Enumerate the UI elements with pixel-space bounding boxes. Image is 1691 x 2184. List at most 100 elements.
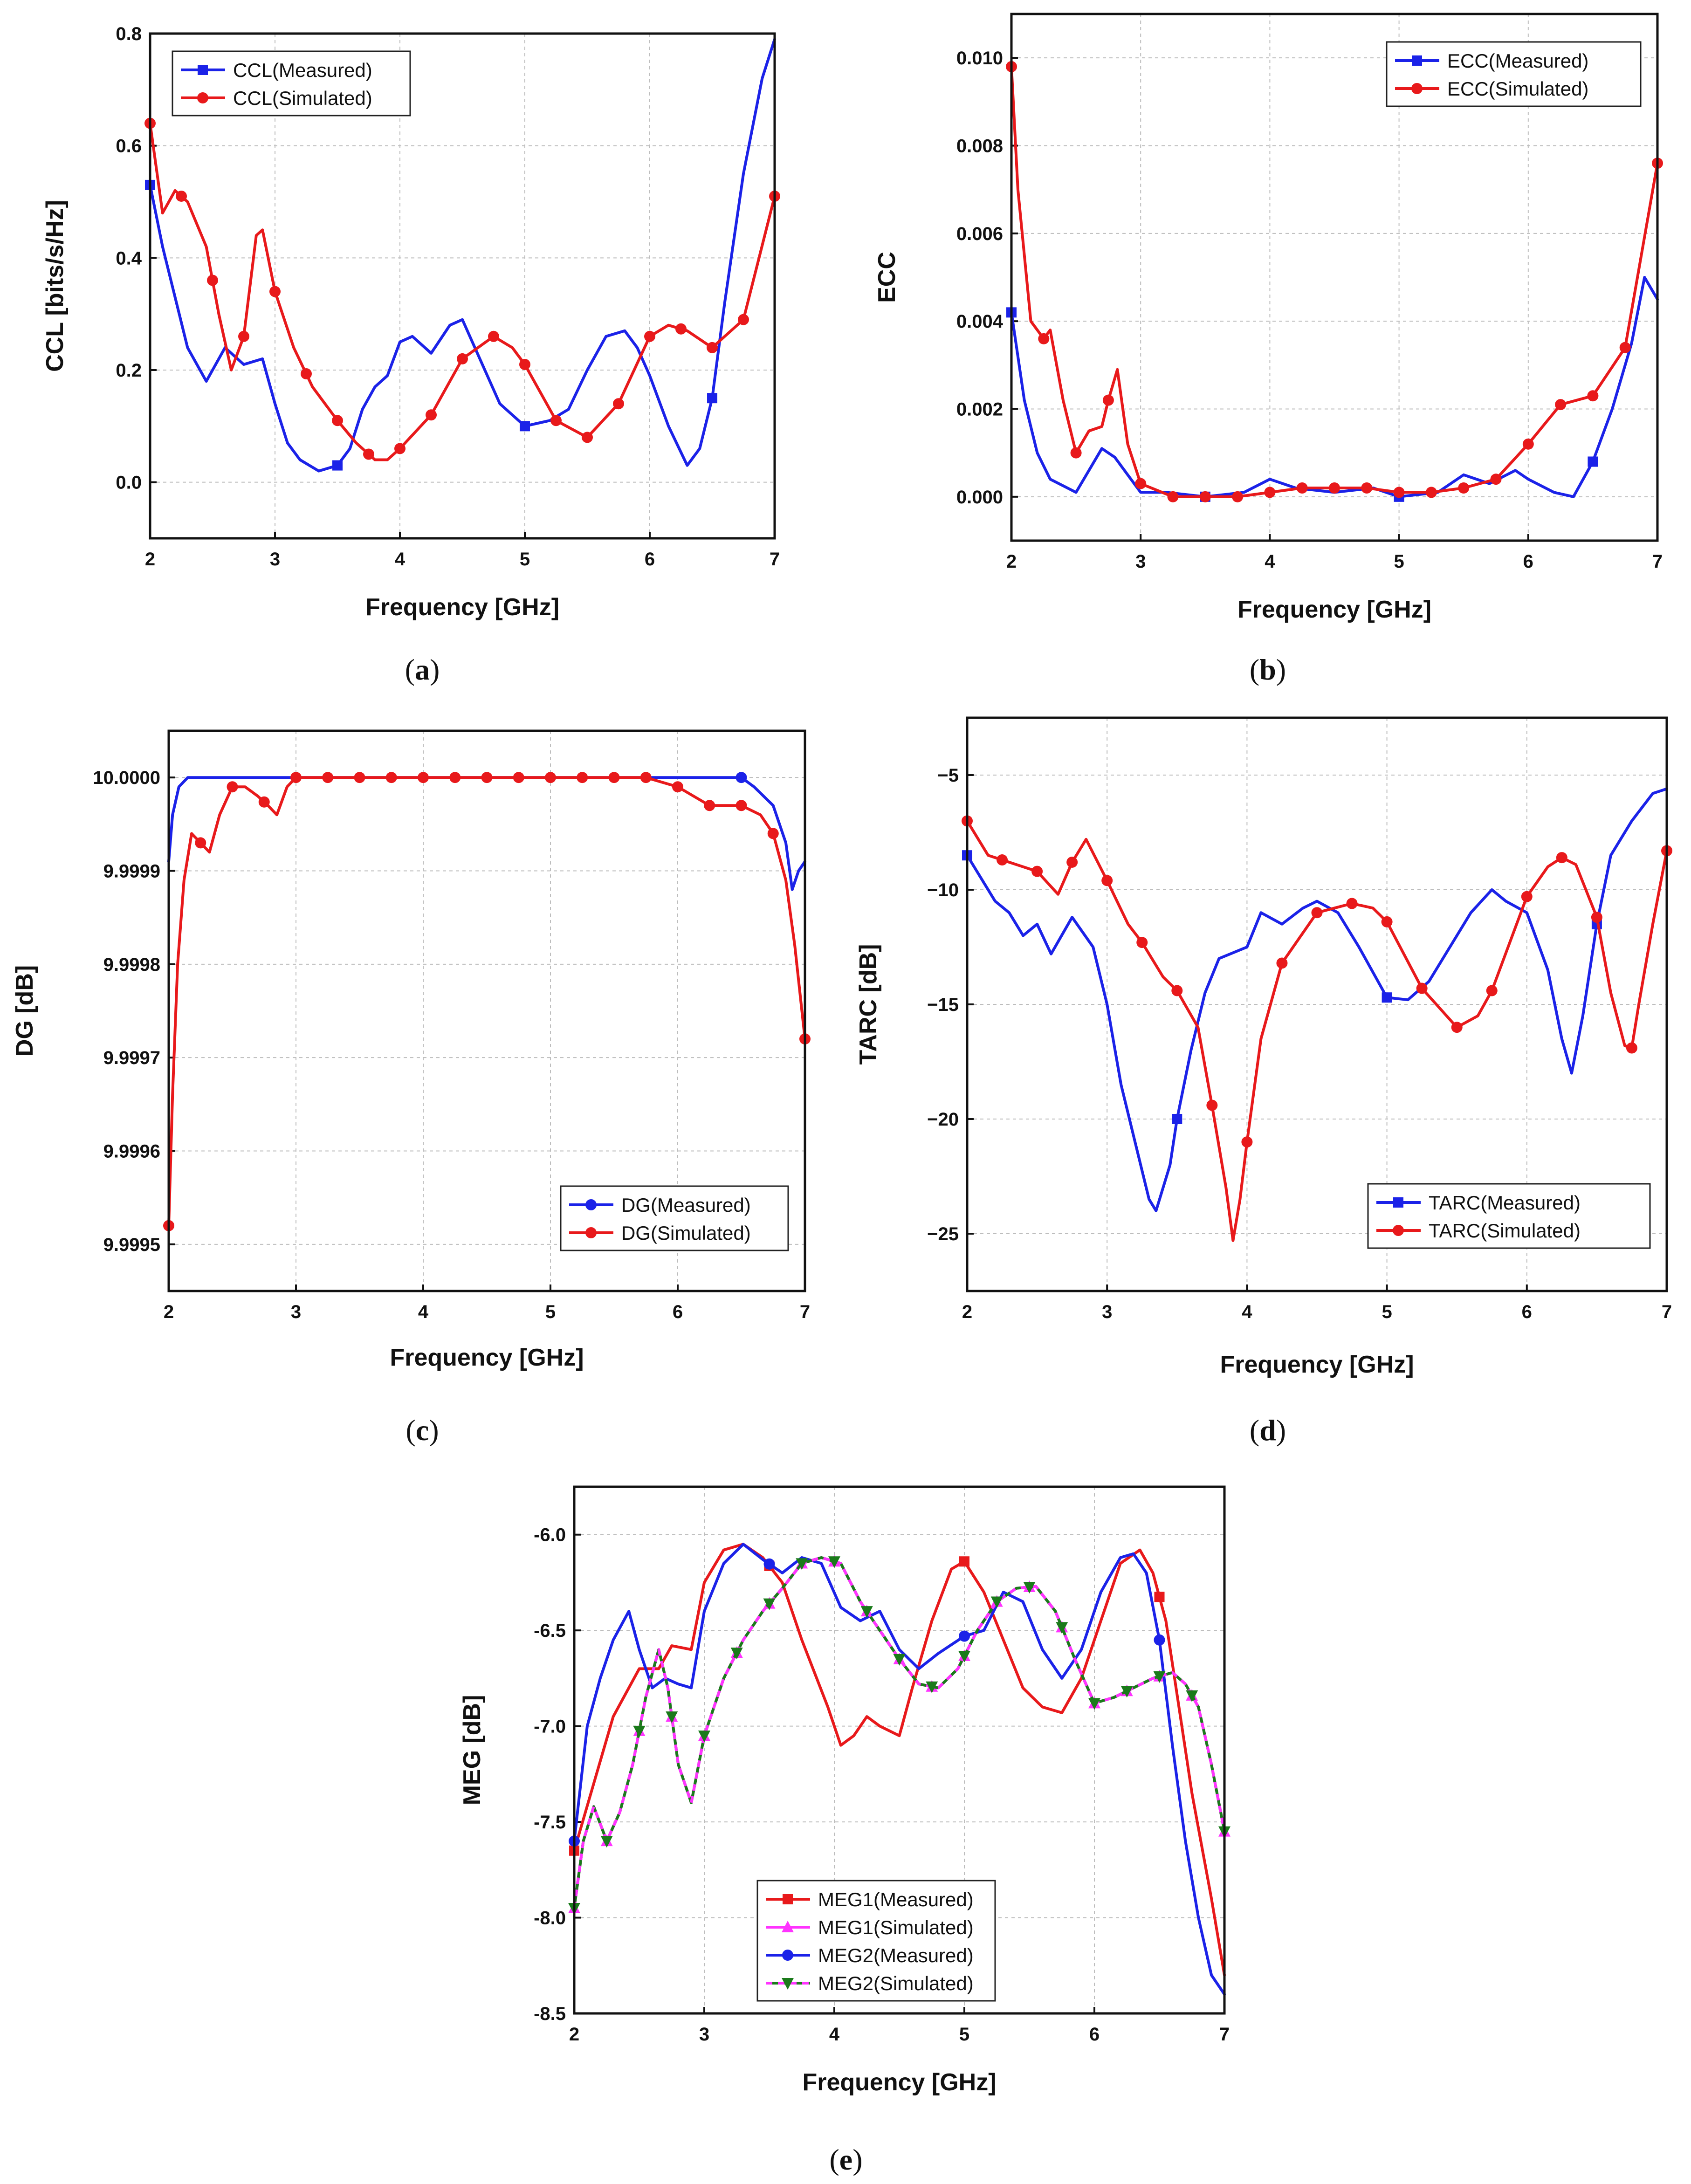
x-tick-label: 5 (1382, 1302, 1392, 1322)
data-point (1486, 985, 1498, 996)
data-point (577, 772, 588, 783)
data-point (1329, 482, 1340, 494)
y-tick-label: -8.5 (534, 2004, 566, 2024)
data-point (736, 800, 747, 811)
data-point (959, 1630, 970, 1642)
y-tick-label: 0.002 (956, 399, 1003, 420)
data-point (672, 781, 683, 793)
y-axis-label: CCL [bits/s/Hz] (41, 200, 69, 372)
y-tick-label: 0.000 (956, 487, 1003, 508)
data-point (545, 772, 556, 783)
data-point (1393, 487, 1405, 498)
data-point (363, 448, 374, 460)
data-point (1023, 1582, 1036, 1594)
y-tick-label: 9.9996 (103, 1141, 160, 1162)
chart-ecc: 2 3 4 5 6 7 0.000 0.002 0.004 0.006 0.008 0.010 Freq… (873, 13, 1663, 686)
x-axis-label: Frequency [GHz] (1220, 1351, 1414, 1378)
data-point (1154, 1592, 1165, 1602)
data-point (1587, 390, 1599, 402)
chart-ccl: 2 3 4 5 6 7 0.0 0.2 0.4 0.6 0.8 Frequency [GHz] CCL … (41, 24, 780, 686)
data-point (354, 772, 365, 783)
y-tick-label: 0.2 (116, 360, 142, 381)
y-tick-label: 0.6 (116, 136, 142, 157)
legend-label: MEG2(Simulated) (818, 1972, 974, 1994)
x-tick-label: 3 (291, 1302, 301, 1322)
data-point (1101, 875, 1113, 886)
x-axis-label: Frequency [GHz] (365, 594, 559, 621)
legend-label: MEG2(Measured) (818, 1944, 974, 1966)
series-tarc-simulated (962, 815, 1672, 1242)
data-point (332, 460, 343, 471)
data-point (238, 330, 249, 342)
x-tick-label: 7 (1219, 2024, 1230, 2045)
plot-frame (966, 716, 1668, 1292)
data-point (1382, 992, 1392, 1003)
x-tick-label: 4 (395, 549, 406, 570)
legend: DG(Measured) DG(Simulated) (560, 1185, 789, 1251)
legend-label: MEG1(Measured) (818, 1889, 974, 1910)
data-point (269, 286, 281, 297)
x-tick-label: 2 (962, 1302, 972, 1322)
plot-frame (149, 32, 776, 540)
x-tick-label: 7 (800, 1302, 810, 1322)
data-point (1135, 478, 1147, 489)
data-point (481, 772, 493, 783)
series-line (149, 38, 776, 473)
data-point (1088, 1698, 1100, 1710)
data-point (997, 854, 1008, 866)
data-point (1619, 342, 1631, 353)
data-point (1311, 907, 1323, 919)
data-point (322, 772, 334, 783)
data-point (1555, 399, 1567, 411)
y-axis-label: MEG [dB] (459, 1695, 486, 1806)
caption-letter: b (1259, 653, 1276, 686)
data-point (860, 1606, 873, 1618)
data-point (707, 393, 717, 404)
data-point (1153, 1671, 1166, 1683)
x-tick-label: 3 (270, 549, 280, 570)
data-point (550, 415, 562, 426)
data-point (1276, 957, 1288, 969)
plot-frame (573, 1485, 1226, 2015)
data-point (1591, 912, 1602, 923)
series-dg-simulated (163, 772, 811, 1231)
data-point (1241, 1136, 1253, 1148)
x-tick-label: 3 (1102, 1302, 1112, 1322)
data-point (1171, 985, 1183, 996)
legend-label: CCL(Measured) (233, 59, 372, 81)
series-line (149, 122, 776, 461)
y-tick-label: -6.0 (534, 1525, 566, 1545)
legend-label: TARC(Simulated) (1429, 1220, 1581, 1242)
data-point (449, 772, 461, 783)
y-tick-label: 0.0 (116, 473, 142, 493)
data-point (704, 800, 715, 811)
legend-marker (782, 1950, 793, 1961)
y-tick-label: 0.8 (116, 24, 142, 44)
data-point (1120, 1686, 1133, 1698)
legend-box (1367, 1183, 1651, 1249)
data-point (227, 781, 238, 793)
plot-frame (1010, 13, 1659, 542)
data-point (582, 432, 593, 443)
x-tick-label: 2 (1006, 551, 1017, 572)
y-tick-label: -6.5 (534, 1621, 566, 1641)
y-tick-label: 9.9998 (103, 955, 160, 975)
data-point (600, 1836, 613, 1848)
series-line (573, 1543, 1226, 1977)
data-point (1361, 482, 1373, 494)
data-point (195, 837, 206, 849)
legend: MEG1(Measured) MEG1(Simulated) MEG2(Measur… (756, 1880, 996, 2002)
data-point (1556, 852, 1567, 864)
caption-letter: e (839, 2143, 852, 2176)
legend-marker (1411, 83, 1423, 94)
x-tick-label: 6 (1089, 2024, 1100, 2045)
data-point (1381, 916, 1393, 927)
x-tick-label: 7 (1662, 1302, 1672, 1322)
data-point (519, 358, 530, 370)
legend-marker (1393, 1225, 1404, 1236)
x-tick-label: 5 (959, 2024, 969, 2045)
y-axis-label: ECC (873, 252, 900, 303)
series-ecc-simulated (1006, 61, 1663, 502)
y-tick-label: 9.9997 (103, 1048, 160, 1068)
y-tick-label: 0.004 (956, 311, 1004, 332)
